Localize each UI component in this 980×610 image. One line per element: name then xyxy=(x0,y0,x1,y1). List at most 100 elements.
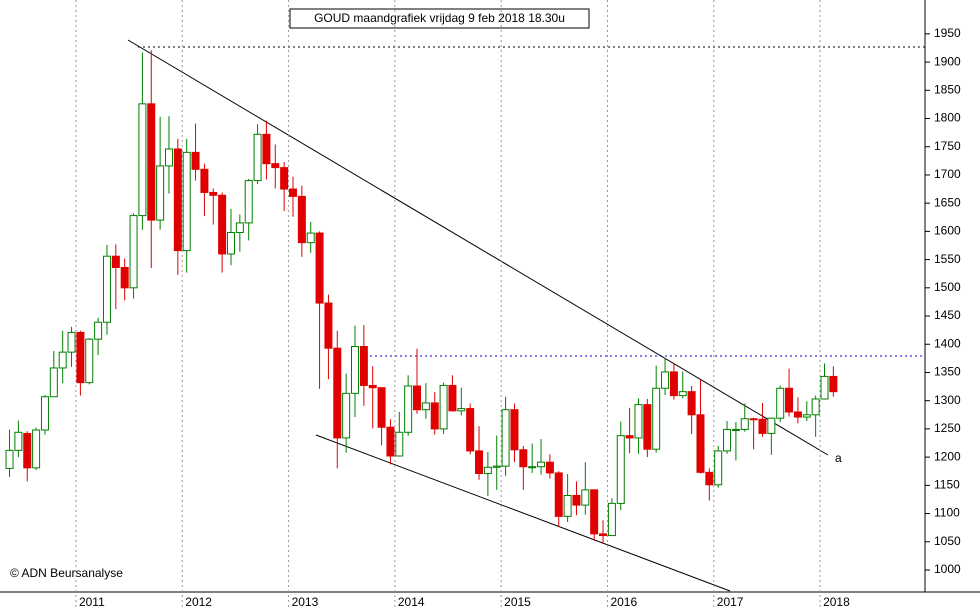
candle-body xyxy=(297,195,306,244)
candle-body xyxy=(475,450,484,474)
candle-body xyxy=(776,387,785,419)
candle-body xyxy=(49,367,58,398)
candle-body xyxy=(599,533,608,537)
candle-body xyxy=(226,232,235,255)
x-tick-label: 2012 xyxy=(185,595,212,609)
candle-body xyxy=(23,432,32,469)
copyright: © ADN Beursanalyse xyxy=(10,566,123,580)
candle-body xyxy=(678,391,687,397)
y-tick-label: 1200 xyxy=(934,449,961,463)
candle-body xyxy=(802,414,811,418)
y-tick-label: 1600 xyxy=(934,224,961,238)
y-tick-label: 1750 xyxy=(934,139,961,153)
candle-body xyxy=(563,494,572,517)
candle-body xyxy=(421,402,430,411)
y-tick-label: 1950 xyxy=(934,26,961,40)
candle-body xyxy=(669,371,678,397)
candle-body xyxy=(164,148,173,167)
y-tick-label: 1000 xyxy=(934,562,961,576)
annotation: a xyxy=(835,451,842,465)
candle-body xyxy=(5,449,14,469)
y-tick-label: 1250 xyxy=(934,421,961,435)
candle-body xyxy=(749,418,758,421)
candle-body xyxy=(554,472,563,517)
candle-body xyxy=(661,371,670,389)
x-tick-label: 2011 xyxy=(79,595,105,609)
candle-body xyxy=(740,418,749,430)
candle-body xyxy=(288,188,297,197)
x-tick-label: 2015 xyxy=(504,595,531,609)
candle-body xyxy=(120,267,129,289)
candle-body xyxy=(820,375,829,400)
y-tick-label: 1900 xyxy=(934,54,961,68)
candle-body xyxy=(829,375,838,393)
candle-body xyxy=(94,321,103,340)
candle-body xyxy=(76,331,85,384)
candle-body xyxy=(607,502,616,537)
candle-body xyxy=(430,402,439,430)
candle-body xyxy=(377,387,386,428)
candle-body xyxy=(501,409,510,467)
x-tick-label: 2014 xyxy=(398,595,425,609)
candle-body xyxy=(14,431,23,451)
candle-body xyxy=(368,384,377,389)
candle-body xyxy=(85,338,94,384)
candle-body xyxy=(448,384,457,412)
candle-body xyxy=(714,450,723,486)
candle-body xyxy=(200,168,209,193)
candle-body xyxy=(572,494,581,506)
candle-body xyxy=(581,489,590,506)
candle-body xyxy=(102,255,111,323)
x-tick-label: 2017 xyxy=(717,595,744,609)
y-tick-label: 1700 xyxy=(934,167,961,181)
y-tick-label: 1300 xyxy=(934,393,961,407)
title-box xyxy=(289,8,590,29)
candle-body xyxy=(58,351,67,369)
candle-body xyxy=(262,133,271,165)
candle-body xyxy=(413,385,422,411)
candle-body xyxy=(811,398,820,416)
candle-body xyxy=(785,387,794,413)
candle-body xyxy=(696,414,705,473)
candle-body xyxy=(404,385,413,433)
candle-body xyxy=(652,387,661,450)
candle-body xyxy=(191,151,200,170)
y-tick-label: 1350 xyxy=(934,365,961,379)
candle-body xyxy=(590,489,599,535)
candle-body xyxy=(395,431,404,457)
candle-body xyxy=(483,466,492,474)
x-tick-label: 2016 xyxy=(610,595,637,609)
candle-body xyxy=(111,255,120,269)
candle-body xyxy=(705,471,714,486)
x-tick-label: 2018 xyxy=(823,595,850,609)
candle-body xyxy=(793,411,802,418)
candle-body xyxy=(643,404,652,450)
candle-body xyxy=(386,426,395,457)
candle-body xyxy=(731,428,740,431)
candle-body xyxy=(466,408,475,452)
candle-body xyxy=(271,163,280,169)
y-tick-label: 1800 xyxy=(934,111,961,125)
candle-body xyxy=(625,435,634,439)
candle-body xyxy=(173,148,182,252)
candle-body xyxy=(67,331,76,353)
candle-body xyxy=(324,302,333,349)
y-tick-label: 1050 xyxy=(934,534,961,548)
candle-body xyxy=(537,461,546,468)
y-tick-label: 1400 xyxy=(934,336,961,350)
candle-body xyxy=(333,347,342,439)
y-tick-label: 1850 xyxy=(934,82,961,96)
candle-body xyxy=(342,392,351,439)
candle-body xyxy=(758,418,767,434)
candle-body xyxy=(351,346,360,394)
candle-body xyxy=(528,466,537,469)
y-tick-label: 1150 xyxy=(934,478,960,492)
chart-title: GOUD maandgrafiek vrijdag 9 feb 2018 18.… xyxy=(314,11,565,25)
candle-body xyxy=(439,384,448,430)
candle-body xyxy=(156,165,165,221)
x-tick-label: 2013 xyxy=(292,595,319,609)
candle-body xyxy=(767,417,776,434)
candle-body xyxy=(182,151,191,252)
